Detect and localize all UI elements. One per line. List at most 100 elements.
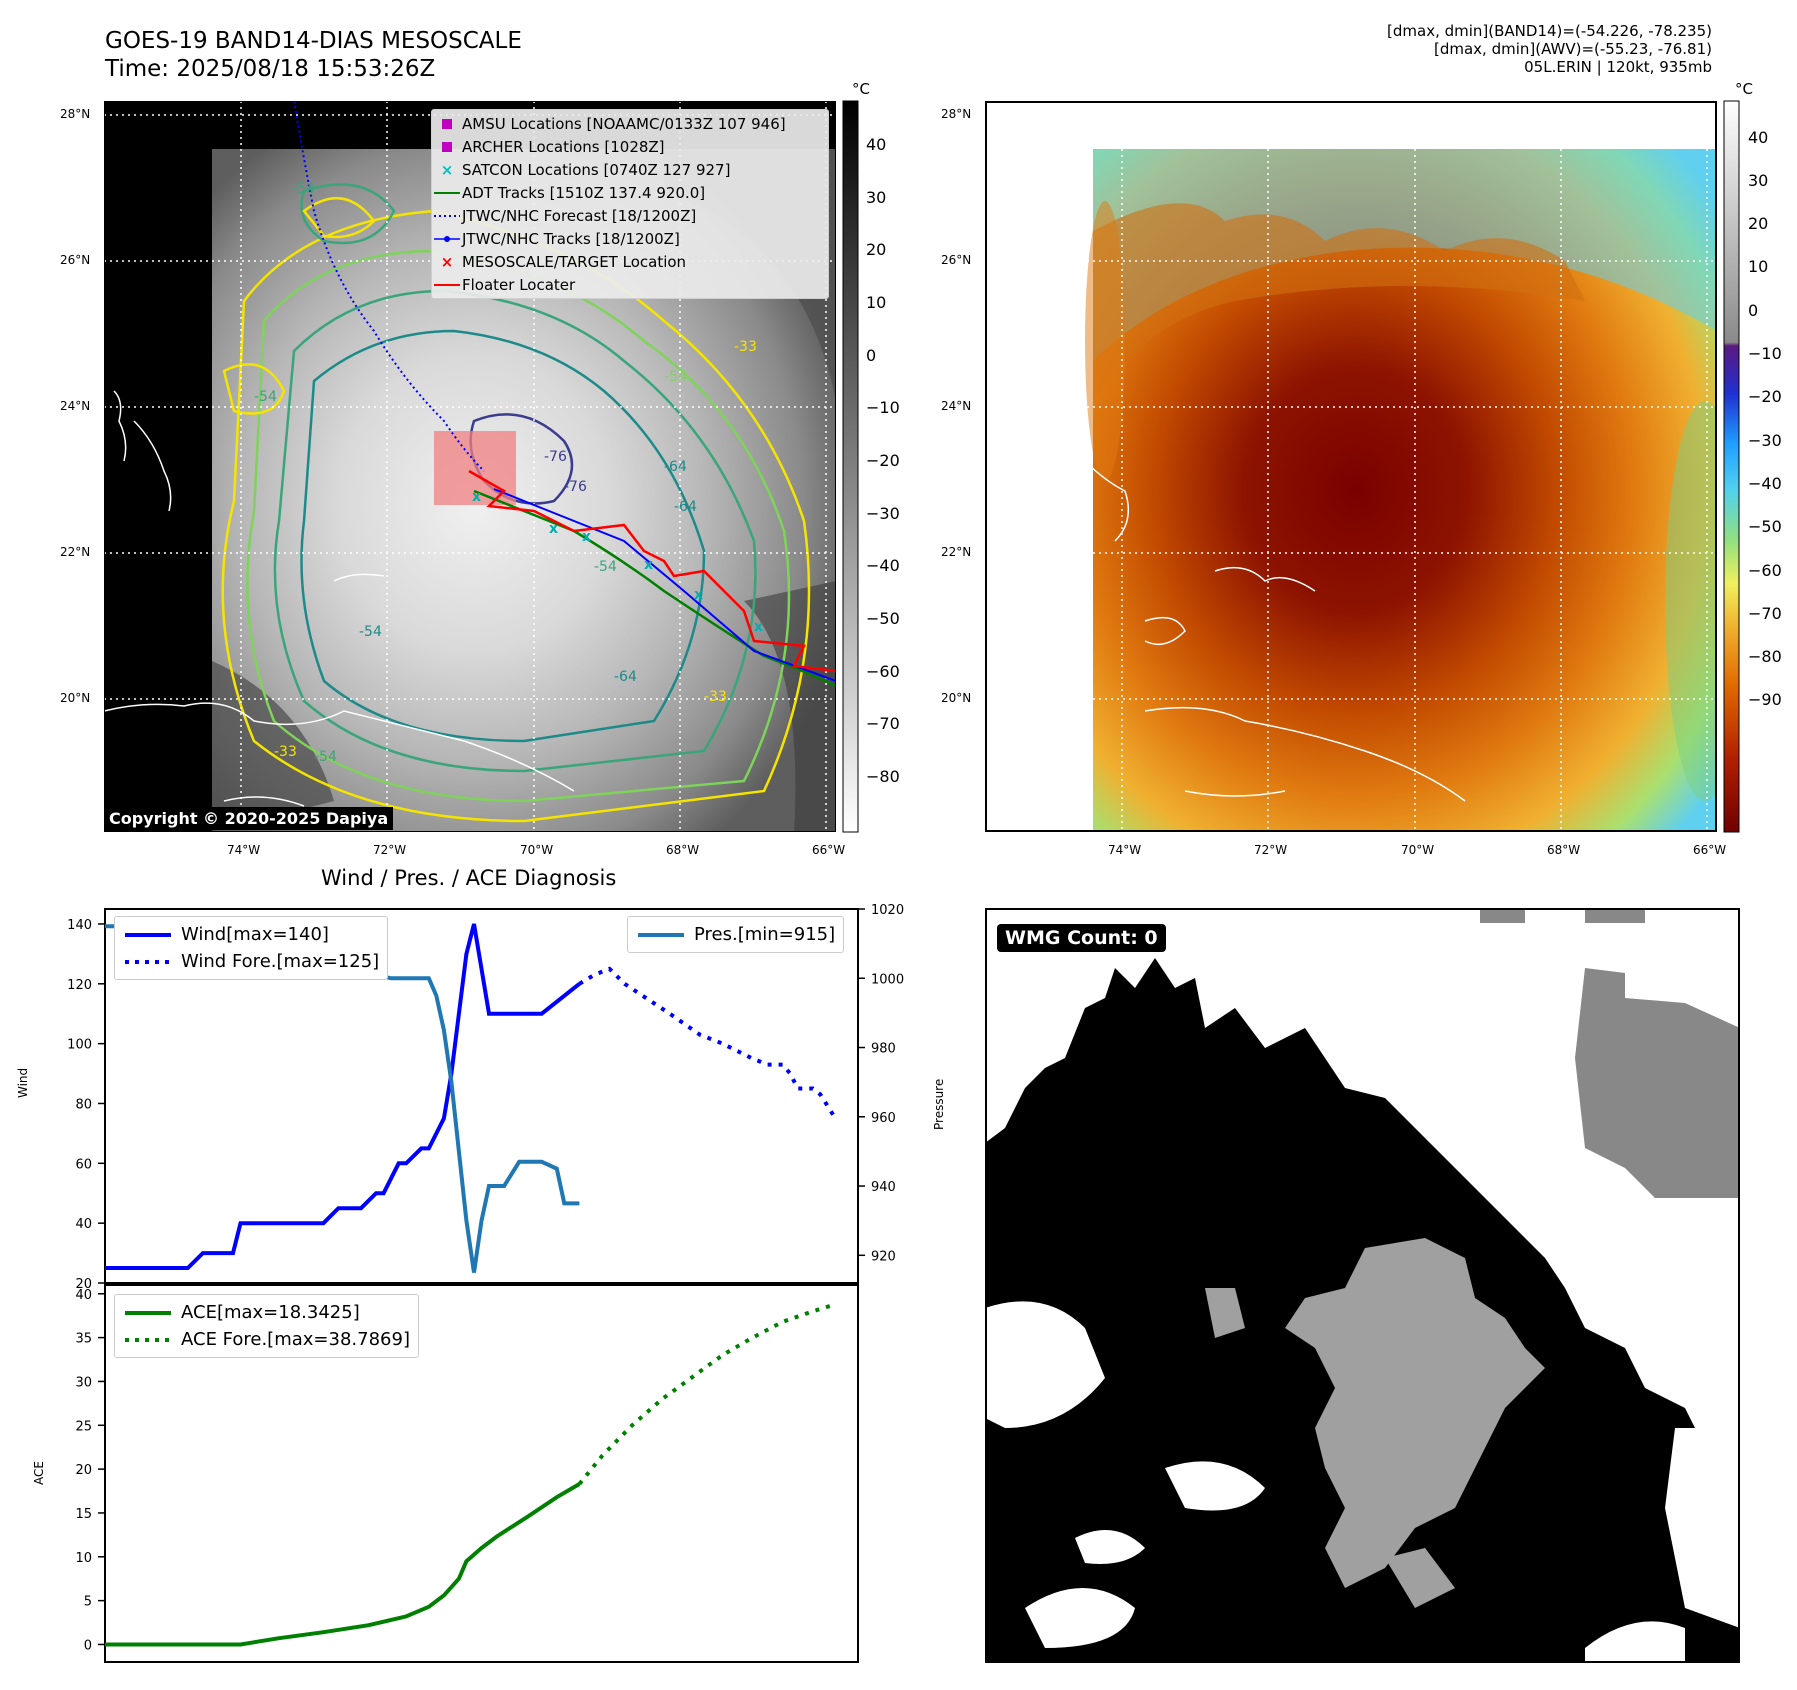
lat-label: 28°N bbox=[60, 107, 91, 121]
lon-label: 74°W bbox=[1108, 843, 1142, 857]
y2-tick-label: 960 bbox=[871, 1111, 896, 1126]
lat-label: 24°N bbox=[941, 399, 972, 413]
y-tick-label: 40 bbox=[75, 1217, 92, 1232]
colorbar-tick: −50 bbox=[866, 609, 900, 629]
contour-label: -33 bbox=[274, 744, 297, 760]
lat-label: 26°N bbox=[941, 253, 972, 267]
wmg-count-badge: WMG Count: 0 bbox=[997, 924, 1166, 952]
legend-satcon: × SATCON Locations [0740Z 127 927] bbox=[432, 158, 828, 181]
wmg-gray-region bbox=[1285, 1238, 1545, 1588]
adt-track bbox=[473, 489, 836, 688]
legend-wind-forecast: Wind Fore.[max=125] bbox=[125, 951, 380, 972]
svg-text:x: x bbox=[472, 489, 481, 505]
figure-time: Time: 2025/08/18 15:53:26Z bbox=[105, 56, 436, 82]
colorbar-tick: −70 bbox=[1748, 603, 1782, 623]
lon-label: 72°W bbox=[373, 843, 407, 857]
colorbar-tick: −30 bbox=[866, 503, 900, 523]
colorbar-tick: 0 bbox=[1748, 300, 1759, 320]
lat-label: 28°N bbox=[941, 107, 972, 121]
y-tick-label: 5 bbox=[84, 1595, 92, 1610]
lon-label: 68°W bbox=[666, 843, 700, 857]
svg-text:x: x bbox=[644, 557, 653, 573]
y-tick-label: 140 bbox=[67, 918, 92, 933]
lat-label: 22°N bbox=[60, 545, 91, 559]
contour-label: -33 bbox=[704, 689, 727, 705]
lat-label: 26°N bbox=[60, 253, 91, 267]
colorbar-unit: °C bbox=[1735, 80, 1753, 98]
y-tick-label: 10 bbox=[75, 1551, 92, 1566]
y2-tick-label: 1000 bbox=[871, 972, 904, 987]
stats-line-1: [dmax, dmin](BAND14)=(-54.226, -78.235) bbox=[1387, 22, 1712, 40]
color-colorbar bbox=[1723, 100, 1740, 833]
y-tick-label: 15 bbox=[75, 1507, 92, 1522]
y-tick-label: 30 bbox=[75, 1375, 92, 1390]
lat-label: 22°N bbox=[941, 545, 972, 559]
figure-title: GOES-19 BAND14-DIAS MESOSCALE bbox=[105, 28, 522, 54]
stats-line-3: 05L.ERIN | 120kt, 935mb bbox=[1524, 58, 1712, 76]
legend-nhc: JTWC/NHC Tracks [18/1200Z] bbox=[432, 227, 828, 250]
lon-label: 70°W bbox=[520, 843, 554, 857]
y-tick-label: 120 bbox=[67, 978, 92, 993]
colorbar-tick: 10 bbox=[1748, 257, 1769, 277]
colorbar-tick: −40 bbox=[1748, 473, 1782, 493]
colorbar-tick: −90 bbox=[1748, 690, 1782, 710]
colorbar-tick: −60 bbox=[1748, 560, 1782, 580]
lat-label: 20°N bbox=[60, 691, 91, 705]
colorbar-unit: °C bbox=[852, 80, 870, 98]
lon-label: 74°W bbox=[227, 843, 261, 857]
legend-floater: Floater Locater bbox=[432, 273, 828, 296]
contour-label: -54 bbox=[292, 181, 315, 197]
colorbar-tick: −20 bbox=[866, 451, 900, 471]
line-marker-icon bbox=[432, 283, 462, 287]
wmg-mask bbox=[985, 908, 1740, 1663]
lon-label: 68°W bbox=[1547, 843, 1581, 857]
colorbar-tick: −60 bbox=[866, 661, 900, 681]
line-dot-icon bbox=[432, 235, 462, 243]
lon-label: 72°W bbox=[1254, 843, 1288, 857]
y-tick-label: 20 bbox=[75, 1277, 92, 1292]
contour-label: -64 bbox=[674, 499, 697, 515]
y-tick-label: 60 bbox=[75, 1157, 92, 1172]
colorbar-tick: 40 bbox=[1748, 127, 1769, 147]
series-line-ace-fore- bbox=[577, 1302, 836, 1486]
legend-ace: ACE[max=18.3425] bbox=[125, 1302, 360, 1323]
colorbar-tick: 20 bbox=[1748, 214, 1769, 234]
y-tick-label: 0 bbox=[84, 1638, 92, 1653]
lat-label: 20°N bbox=[941, 691, 972, 705]
y2-tick-label: 940 bbox=[871, 1180, 896, 1195]
legend-amsu: AMSU Locations [NOAAMC/0133Z 107 946] bbox=[432, 112, 828, 135]
x-marker-icon: × bbox=[440, 252, 454, 271]
colorbar-tick: 40 bbox=[866, 134, 887, 154]
colorbar-tick: −80 bbox=[1748, 647, 1782, 667]
wind-legend: Wind[max=140] Wind Fore.[max=125] bbox=[114, 916, 389, 980]
ace-legend: ACE[max=18.3425] ACE Fore.[max=38.7869] bbox=[114, 1294, 419, 1358]
gray-colorbar bbox=[842, 100, 859, 833]
y-tick-label: 40 bbox=[75, 1288, 92, 1303]
colorbar-tick: −30 bbox=[1748, 430, 1782, 450]
stats-line-2: [dmax, dmin](AWV)=(-55.23, -76.81) bbox=[1433, 40, 1712, 58]
colorbar-tick: −80 bbox=[866, 767, 900, 787]
contour-label: -54 bbox=[254, 389, 277, 405]
ir-color-map bbox=[985, 101, 1717, 832]
y-tick-label: 100 bbox=[67, 1038, 92, 1053]
svg-text:x: x bbox=[754, 619, 763, 635]
lon-label: 70°W bbox=[1401, 843, 1435, 857]
dotted-line-icon bbox=[432, 214, 462, 218]
diag-title: Wind / Pres. / ACE Diagnosis bbox=[321, 866, 617, 890]
contour-label: -76 bbox=[564, 479, 587, 495]
floater-track bbox=[468, 469, 836, 673]
colorbar-tick: 10 bbox=[866, 292, 887, 312]
svg-text:x: x bbox=[582, 529, 591, 545]
legend-mesoscale: × MESOSCALE/TARGET Location bbox=[432, 250, 828, 273]
colorbar-tick: 30 bbox=[1748, 170, 1769, 190]
colorbar-tick: −70 bbox=[866, 714, 900, 734]
contour-label: -64 bbox=[614, 669, 637, 685]
legend-forecast: JTWC/NHC Forecast [18/1200Z] bbox=[432, 204, 828, 227]
y-tick-label: 35 bbox=[75, 1332, 92, 1347]
contour-label: -54 bbox=[594, 559, 617, 575]
y2-tick-label: 980 bbox=[871, 1042, 896, 1057]
contour-label: -54 bbox=[359, 624, 382, 640]
square-marker-icon bbox=[432, 118, 462, 129]
lon-label: 66°W bbox=[1693, 843, 1727, 857]
legend-ace-forecast: ACE Fore.[max=38.7869] bbox=[125, 1329, 410, 1350]
